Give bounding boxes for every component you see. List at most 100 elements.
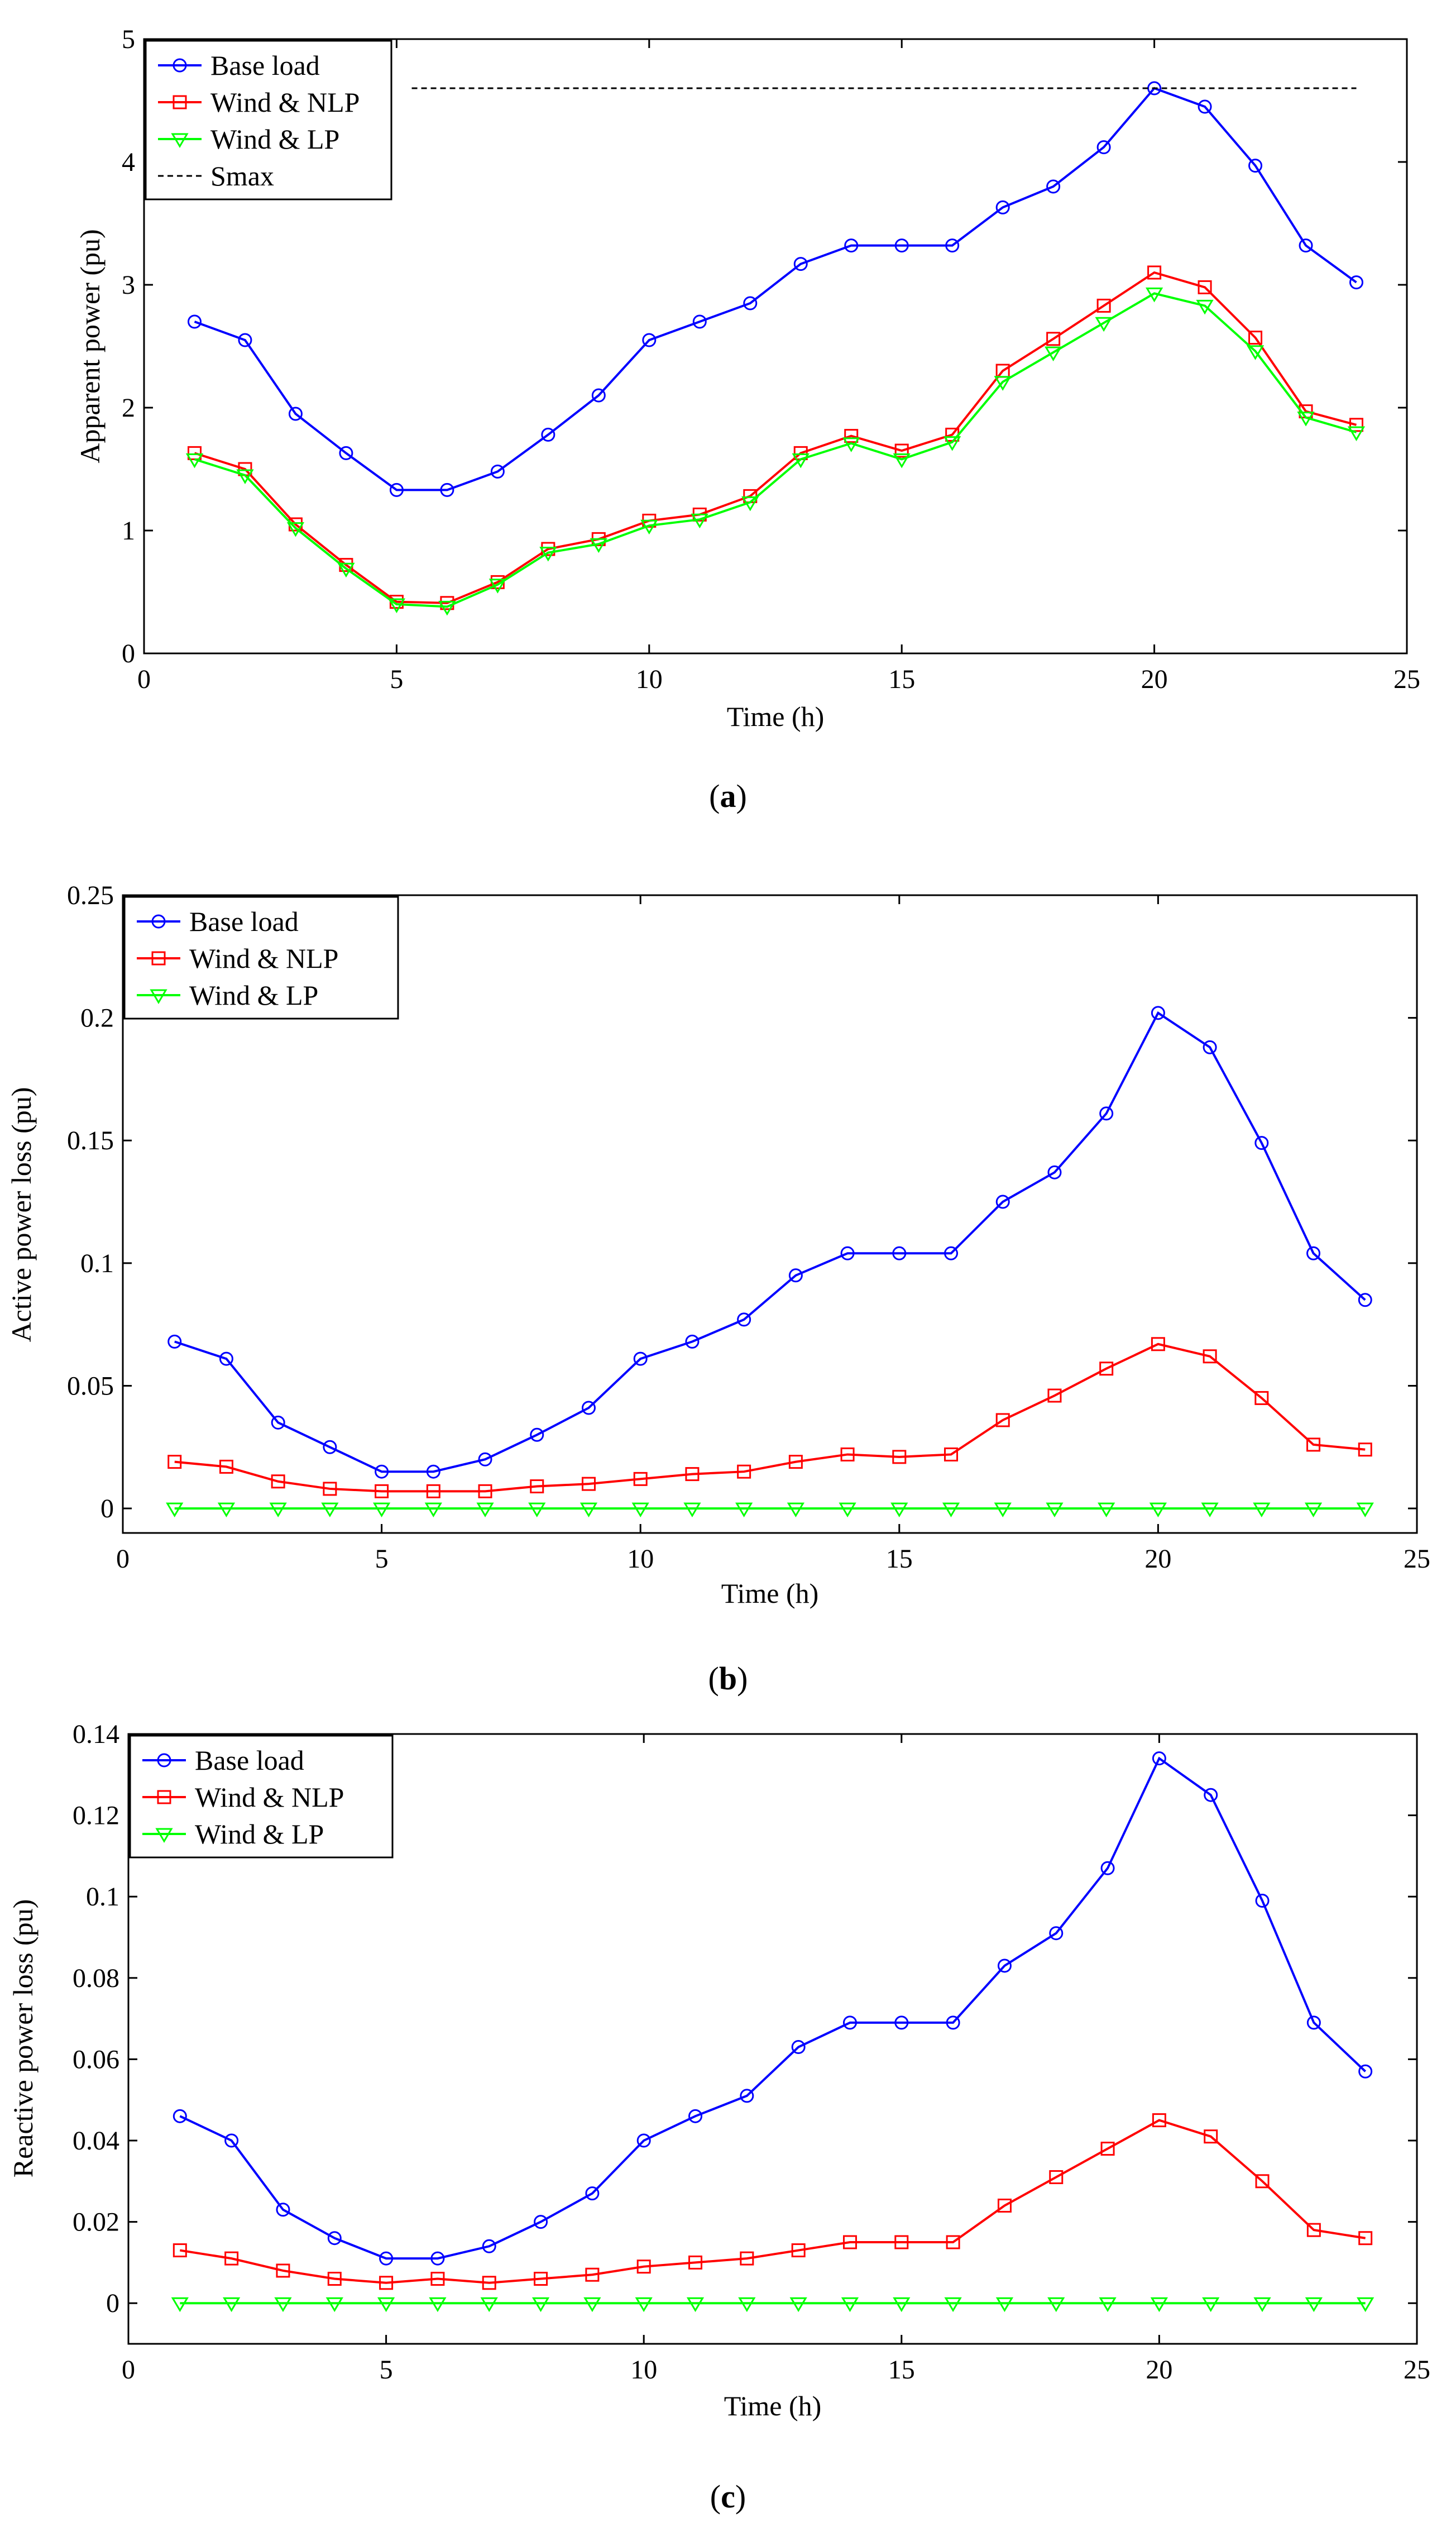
x-axis-label: Time (h) bbox=[727, 701, 825, 732]
y-tick-label: 0.2 bbox=[80, 1004, 114, 1033]
data-point bbox=[1152, 1751, 1166, 1766]
data-point bbox=[842, 2235, 857, 2249]
data-point bbox=[269, 1502, 287, 1518]
data-point bbox=[276, 2263, 290, 2278]
data-point bbox=[581, 1477, 596, 1491]
series-base-load bbox=[173, 1751, 1373, 2266]
data-point bbox=[581, 1401, 596, 1415]
data-point bbox=[1150, 2297, 1168, 2313]
series-line bbox=[179, 1756, 1367, 2260]
data-point bbox=[379, 2276, 394, 2290]
data-point bbox=[1098, 1502, 1115, 1518]
y-tick-label: 2 bbox=[122, 393, 135, 423]
legend-label: Wind & NLP bbox=[189, 943, 338, 974]
x-tick-label: 10 bbox=[627, 1544, 654, 1574]
panel-caption: (c) bbox=[710, 2478, 746, 2515]
x-axis-label: Time (h) bbox=[721, 1578, 819, 1609]
data-point bbox=[1045, 346, 1062, 361]
data-point bbox=[1096, 298, 1111, 313]
data-point bbox=[1049, 2170, 1064, 2185]
data-point bbox=[1297, 412, 1315, 427]
data-point bbox=[1349, 418, 1364, 432]
data-point bbox=[1358, 2064, 1373, 2079]
data-point bbox=[217, 1502, 236, 1518]
y-tick-label: 0.1 bbox=[86, 1882, 119, 1912]
data-point bbox=[692, 314, 707, 329]
x-tick-label: 20 bbox=[1141, 665, 1168, 694]
x-tick-label: 0 bbox=[116, 1544, 130, 1574]
data-point bbox=[1147, 265, 1162, 280]
legend-item-base-load: Base load bbox=[142, 1745, 304, 1776]
data-point bbox=[633, 1472, 648, 1486]
data-point bbox=[688, 2109, 703, 2123]
data-point bbox=[1254, 1136, 1269, 1150]
data-point bbox=[788, 1455, 803, 1469]
data-point bbox=[840, 1246, 855, 1260]
data-point bbox=[1151, 1006, 1165, 1020]
data-point bbox=[438, 600, 456, 616]
data-point bbox=[839, 1502, 856, 1518]
data-point bbox=[238, 333, 252, 347]
legend-item-wind-and-lp: Wind & LP bbox=[137, 980, 318, 1011]
data-point bbox=[735, 1502, 753, 1518]
data-point bbox=[223, 2297, 241, 2313]
legend-label: Base load bbox=[195, 1745, 304, 1776]
data-point bbox=[339, 446, 353, 460]
data-point bbox=[219, 1351, 233, 1366]
x-tick-label: 5 bbox=[375, 1544, 389, 1574]
data-point bbox=[171, 2297, 189, 2313]
data-point bbox=[892, 1450, 907, 1464]
y-tick-label: 0.04 bbox=[73, 2126, 119, 2156]
data-point bbox=[478, 1484, 492, 1498]
series-base-load bbox=[187, 81, 1364, 497]
data-point bbox=[1145, 287, 1163, 303]
data-point bbox=[890, 1502, 908, 1518]
data-point bbox=[323, 1482, 337, 1496]
legend-marker bbox=[155, 1828, 173, 1843]
data-point bbox=[424, 1502, 442, 1518]
data-point bbox=[387, 598, 406, 613]
data-point bbox=[791, 2040, 806, 2055]
legend-label: Wind & NLP bbox=[210, 87, 360, 118]
legend-item-wind-and-nlp: Wind & NLP bbox=[137, 943, 338, 974]
legend-item-base-load: Base load bbox=[158, 50, 320, 81]
data-point bbox=[685, 1334, 700, 1349]
data-point bbox=[1304, 1502, 1323, 1518]
legend-marker bbox=[171, 133, 189, 148]
legend-marker bbox=[157, 1790, 171, 1804]
data-point bbox=[944, 1447, 959, 1461]
data-point bbox=[534, 2272, 548, 2286]
panel-b-active-power-loss: 0 5 10 15 20 25 0 0.05 0.1 0.15 0.2 0.25 Time (h) A… bbox=[6, 881, 1430, 1697]
plot-frame bbox=[143, 38, 1408, 655]
data-point bbox=[482, 2239, 496, 2253]
data-point bbox=[531, 2297, 550, 2313]
data-point bbox=[1201, 1502, 1219, 1518]
data-point bbox=[942, 1502, 960, 1518]
legend: Base load Wind & NLP Wind & LP bbox=[129, 1735, 394, 1859]
data-point bbox=[946, 2235, 960, 2249]
data-point bbox=[841, 2297, 859, 2313]
data-point bbox=[997, 1958, 1012, 1973]
data-point bbox=[325, 2297, 343, 2313]
data-point bbox=[187, 314, 202, 329]
y-tick-label: 3 bbox=[122, 270, 135, 300]
data-point bbox=[1255, 2174, 1270, 2189]
legend-marker bbox=[150, 989, 167, 1004]
data-point bbox=[686, 2297, 705, 2313]
data-point bbox=[429, 2297, 447, 2313]
series-line bbox=[174, 1343, 1366, 1493]
data-point bbox=[1047, 1165, 1062, 1179]
data-point bbox=[530, 1427, 544, 1442]
data-point bbox=[430, 2251, 445, 2266]
series-base-load bbox=[167, 1006, 1372, 1479]
data-point bbox=[842, 437, 860, 452]
data-point bbox=[894, 2235, 909, 2249]
data-point bbox=[1356, 1502, 1374, 1518]
data-point bbox=[1254, 1391, 1269, 1405]
data-point bbox=[788, 1268, 803, 1283]
data-point bbox=[224, 2133, 239, 2148]
x-tick-label: 15 bbox=[886, 1544, 913, 1574]
data-point bbox=[480, 2297, 498, 2313]
data-point bbox=[271, 1415, 285, 1430]
data-point bbox=[1099, 2297, 1117, 2313]
